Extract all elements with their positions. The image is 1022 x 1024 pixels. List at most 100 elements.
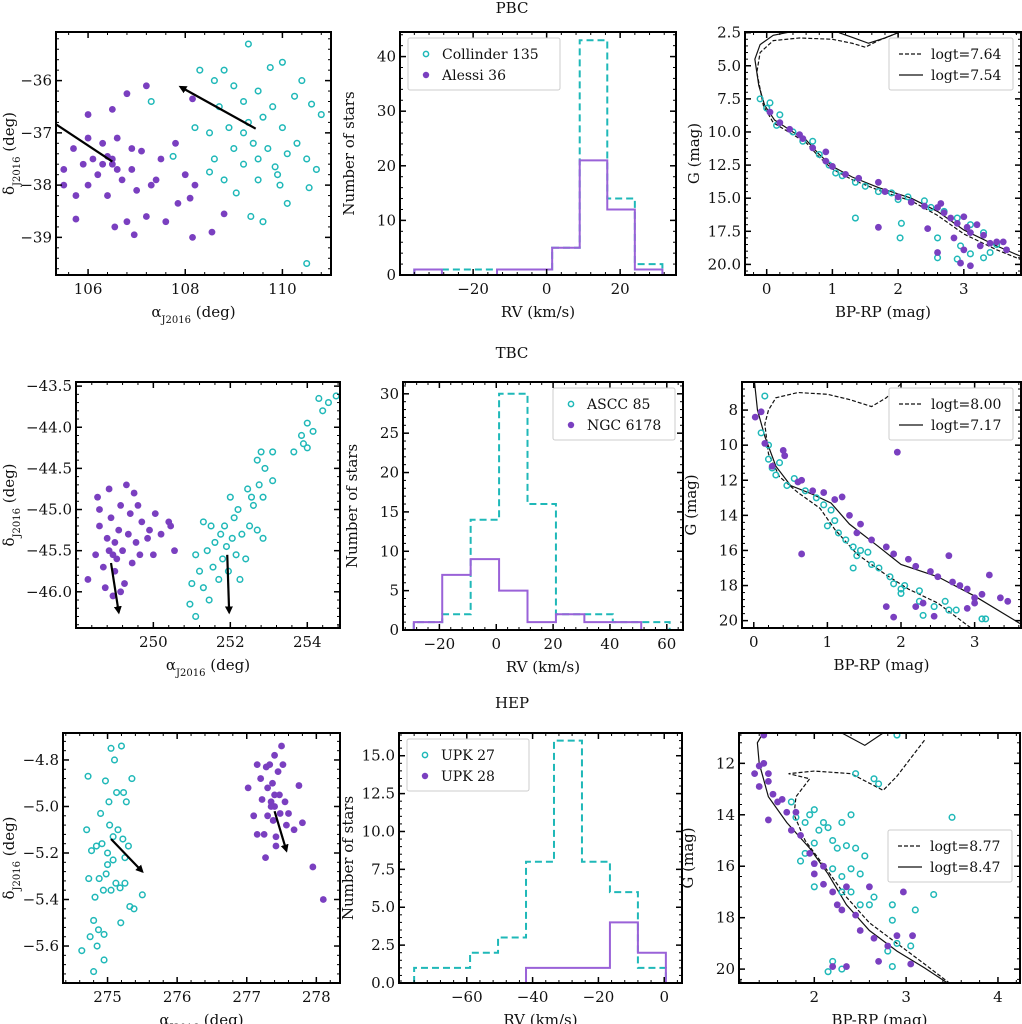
y-tick-label: −5.6 [23, 937, 59, 955]
data-point [761, 440, 769, 447]
data-point [851, 214, 859, 222]
data-point [278, 58, 286, 66]
y-tick-label: 12.5 [362, 785, 395, 803]
legend: ASCC 85 NGC 6178 [552, 387, 676, 441]
data-point [111, 223, 119, 231]
plot-area [413, 739, 667, 983]
data-point [940, 209, 948, 217]
data-point [220, 210, 228, 218]
legend: logt=8.00 logt=7.17 [888, 387, 1014, 441]
data-point [239, 160, 248, 168]
data-point [856, 927, 864, 934]
data-point [893, 939, 901, 947]
axes-frame [402, 381, 684, 631]
data-point [875, 223, 882, 231]
data-point [281, 798, 289, 806]
data-point [290, 826, 298, 834]
data-point [60, 166, 68, 173]
plot-area [412, 392, 671, 630]
data-point [269, 477, 277, 485]
data-point [122, 798, 130, 806]
data-point [868, 536, 875, 544]
data-point [117, 742, 126, 750]
data-point [113, 134, 121, 142]
isochrone-logt=8.47 [841, 733, 884, 747]
data-point [912, 603, 920, 610]
data-point [244, 784, 252, 792]
data-point [92, 551, 100, 559]
data-point [870, 775, 878, 783]
data-point [85, 875, 93, 883]
data-point [778, 795, 786, 803]
data-point [890, 550, 898, 558]
x-tick-label: 4 [993, 988, 1003, 1006]
data-point [208, 228, 216, 236]
data-point [820, 489, 828, 496]
data-point [271, 751, 278, 759]
data-point [283, 821, 290, 829]
data-point [953, 255, 961, 263]
data-point [274, 768, 282, 776]
data-point [787, 798, 795, 806]
data-point [838, 906, 846, 914]
axes-frame [75, 381, 341, 629]
data-point [766, 99, 774, 107]
data-point [210, 155, 218, 163]
data-point [89, 155, 97, 163]
data-point [810, 870, 818, 878]
data-point [189, 95, 196, 103]
data-point [978, 590, 986, 598]
legend-label: logt=7.54 [931, 68, 1001, 84]
ticks [75, 382, 340, 628]
y-tick-label: 2.5 [717, 24, 741, 42]
data-point [100, 956, 108, 964]
data-point [259, 493, 267, 501]
data-point [787, 826, 795, 834]
data-point [199, 584, 207, 592]
data-point [192, 612, 200, 621]
data-point [303, 155, 311, 163]
data-point [91, 893, 99, 901]
data-point [126, 510, 134, 518]
data-point [949, 578, 956, 586]
y-tick-label: 30 [377, 102, 396, 120]
legend-label: UPK 27 [441, 748, 495, 764]
data-point [801, 487, 809, 495]
data-point [115, 526, 123, 534]
data-point [896, 234, 904, 242]
data-point [104, 192, 111, 199]
data-point [874, 188, 882, 196]
data-point [186, 600, 194, 608]
data-point [930, 612, 938, 620]
x-axis-label: RV (km/s) [506, 658, 580, 676]
data-point [211, 538, 219, 546]
proper-motion-arrow [109, 562, 122, 615]
data-point [259, 218, 267, 226]
data-point [956, 242, 965, 250]
legend-label: NGC 6178 [587, 418, 661, 434]
x-tick-label: 0 [659, 988, 669, 1006]
data-point [109, 833, 117, 841]
data-point [953, 219, 961, 227]
y-tick-label: −38 [20, 176, 52, 194]
y-tick-label: 8 [728, 401, 738, 419]
data-point [985, 571, 993, 579]
data-point [912, 562, 920, 570]
y-axis-label: Number of stars [340, 91, 358, 215]
y-tick-label: −45.5 [26, 542, 72, 560]
data-point [999, 238, 1007, 246]
data-point [855, 174, 863, 182]
legend-label: logt=8.77 [930, 839, 1000, 855]
y-tick-label: 12 [719, 471, 738, 489]
x-tick-label: 60 [657, 635, 676, 653]
data-point [99, 139, 107, 147]
x-tick-label: 20 [611, 280, 630, 298]
data-point [86, 933, 94, 941]
x-tick-label: 0 [749, 633, 759, 651]
data-point [980, 231, 987, 239]
data-point [107, 744, 115, 752]
data-point [107, 886, 115, 894]
data-point [136, 551, 144, 559]
y-tick-label: −39 [20, 228, 52, 246]
data-point [781, 452, 789, 460]
